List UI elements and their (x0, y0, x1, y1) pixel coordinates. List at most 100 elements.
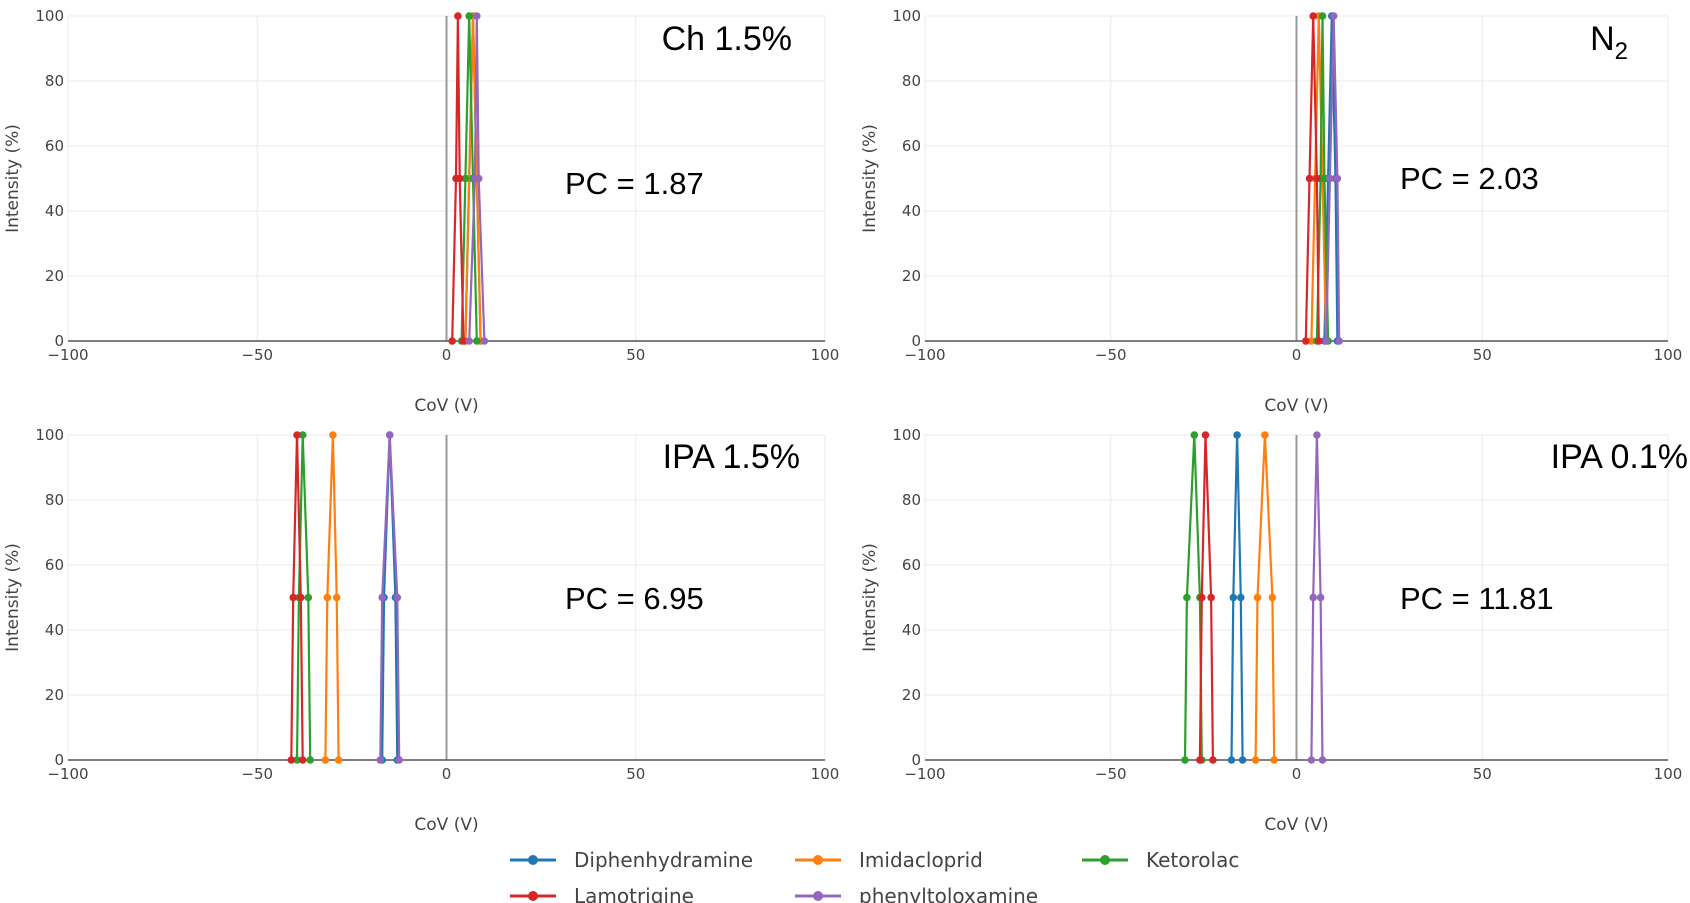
pc-annotation: PC = 2.03 (1400, 161, 1539, 196)
data-point (1227, 756, 1236, 764)
series-lamotrigine (1196, 431, 1217, 764)
x-tick-label: 0 (1292, 346, 1302, 364)
x-tick-label: 0 (442, 765, 452, 783)
data-point (1307, 337, 1316, 345)
y-tick-label: 20 (902, 267, 921, 285)
data-point (1229, 593, 1238, 602)
y-tick-label: 80 (45, 72, 64, 90)
x-tick-label: 50 (1473, 765, 1492, 783)
x-tick-label: 50 (1473, 346, 1492, 364)
data-point (1233, 431, 1241, 439)
legend-label: Diphenhydramine (574, 848, 753, 872)
series-lamotrigine (448, 12, 468, 345)
legend-label: Lamotrigine (574, 884, 694, 903)
x-tick-label: −100 (47, 765, 88, 783)
y-tick-label: 20 (45, 267, 64, 285)
legend-swatch-marker (528, 855, 538, 865)
data-point (378, 593, 387, 602)
legend-swatch-marker (813, 891, 823, 901)
data-point (1302, 337, 1310, 345)
data-point (1315, 337, 1323, 345)
x-tick-label: −50 (241, 765, 273, 783)
data-point (332, 593, 341, 602)
data-point (289, 593, 298, 602)
x-tick-label: 50 (626, 765, 645, 783)
series-diphenhydramine (1227, 431, 1247, 764)
y-tick-label: 40 (902, 202, 921, 220)
y-tick-label: 60 (902, 137, 921, 155)
x-tick-label: −50 (1095, 765, 1127, 783)
data-point (1261, 431, 1269, 439)
data-point (293, 431, 301, 439)
data-point (459, 337, 468, 345)
data-point (1253, 593, 1262, 602)
series-phenyltoloxamine (1307, 431, 1327, 764)
data-point (455, 174, 464, 183)
x-tick-label: 100 (811, 765, 840, 783)
data-point (334, 756, 343, 764)
data-point (385, 431, 394, 439)
legend: Diphenhydramine Imidacloprid Ketorolac Lamo… (510, 848, 1239, 903)
data-point (474, 174, 483, 183)
x-tick-label: −100 (47, 346, 88, 364)
data-point (1183, 593, 1191, 602)
series-lamotrigine (1302, 12, 1323, 345)
data-point (1309, 12, 1317, 20)
series-phenyltoloxamine (376, 431, 404, 764)
y-axis-title: Intensity (%) (3, 124, 23, 233)
y-tick-label: 20 (45, 686, 64, 704)
legend-swatch-marker (813, 855, 823, 865)
data-point (1251, 756, 1260, 764)
data-point (1237, 593, 1245, 602)
chart-panel-4: 0 20 40 60 80 100 −100 −50 0 50 100 CoV (V) Intensit… (860, 426, 1688, 835)
y-tick-label: 0 (54, 332, 64, 350)
data-point (465, 337, 474, 345)
data-point (1329, 12, 1338, 20)
data-point (473, 12, 481, 20)
y-tick-label: 100 (892, 7, 921, 25)
legend-swatch-marker (528, 891, 538, 901)
data-point (1309, 593, 1317, 602)
data-point (1201, 431, 1210, 439)
data-point (1207, 593, 1215, 602)
series-phenyltoloxamine (1322, 12, 1343, 345)
pc-annotation: PC = 1.87 (565, 166, 704, 201)
data-point (1181, 756, 1189, 764)
panel-title: IPA 0.1% (1551, 438, 1688, 476)
legend-item: phenyltoloxamine (795, 884, 1038, 903)
panel-title: Ch 1.5% (662, 20, 792, 58)
panel-title: IPA 1.5% (663, 438, 800, 476)
y-tick-label: 80 (45, 491, 64, 509)
data-point (323, 593, 332, 602)
x-tick-label: −100 (904, 765, 945, 783)
data-point (1270, 756, 1278, 764)
data-point (1318, 756, 1327, 764)
y-axis-title: Intensity (%) (860, 124, 880, 233)
y-tick-label: 100 (35, 7, 64, 25)
x-tick-label: 0 (1292, 765, 1302, 783)
legend-label: Ketorolac (1146, 848, 1239, 872)
series-phenyltoloxamine (465, 12, 489, 345)
chart-panel-1: 0 20 40 60 80 100 −100 −50 0 50 100 CoV (V) Intensit… (3, 7, 839, 416)
series-lamotrigine (287, 431, 307, 764)
data-point (1305, 174, 1314, 183)
data-point (1318, 12, 1327, 20)
legend-item: Imidacloprid (795, 848, 983, 872)
legend-item: Diphenhydramine (510, 848, 753, 872)
legend-item: Ketorolac (1082, 848, 1239, 872)
legend-swatch-marker (1100, 855, 1110, 865)
data-point (1238, 756, 1247, 764)
y-axis-title: Intensity (%) (860, 543, 880, 652)
data-point (1313, 174, 1321, 183)
pc-annotation: PC = 6.95 (565, 581, 704, 616)
data-point (304, 593, 313, 602)
series-imidacloprid (1251, 431, 1278, 764)
data-point (1196, 756, 1204, 764)
x-tick-label: 0 (442, 346, 452, 364)
x-tick-label: −50 (241, 346, 273, 364)
y-tick-label: 100 (892, 426, 921, 444)
data-point (297, 593, 305, 602)
data-point (465, 12, 474, 20)
data-point (329, 431, 337, 439)
